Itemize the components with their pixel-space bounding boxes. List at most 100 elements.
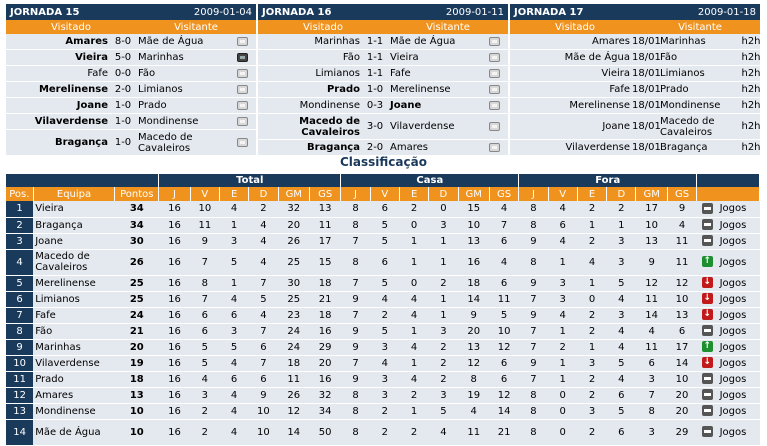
jogos-link[interactable]: Jogos	[717, 403, 760, 420]
jogos-link[interactable]: Jogos	[717, 307, 760, 324]
h2h-link[interactable]: h2h	[741, 52, 761, 63]
jogos-link[interactable]: Jogos	[717, 371, 760, 388]
game-row: Mãe de Água 18/01 Fão h2h	[510, 50, 761, 66]
jogos-link[interactable]: Jogos	[717, 387, 760, 404]
casa-stat-cell: 9	[340, 371, 371, 388]
fora-stat-cell: 7	[518, 339, 549, 356]
jogos-link[interactable]: Jogos	[717, 233, 760, 250]
h2h-link[interactable]: h2h	[741, 68, 761, 79]
game-row: Limianos 1-1 Fafe	[258, 66, 508, 82]
total-stat-cell: 2	[190, 419, 220, 446]
tv-off-icon[interactable]	[232, 69, 252, 78]
total-stat-cell: 32	[309, 387, 341, 404]
fora-stat-cell: 4	[548, 307, 578, 324]
h2h-link[interactable]: h2h	[741, 142, 761, 153]
position-cell: 14	[6, 419, 34, 446]
total-stat-cell: 16	[158, 249, 191, 276]
jogos-link[interactable]: Jogos	[717, 355, 760, 372]
tv-off-icon[interactable]	[484, 53, 504, 62]
tv-off-icon[interactable]	[484, 101, 504, 110]
team-name[interactable]: Macedo de Cavaleiros	[33, 249, 115, 276]
h2h-link[interactable]: h2h	[741, 36, 761, 47]
jogos-link[interactable]: Jogos	[717, 217, 760, 234]
team-name[interactable]: Merelinense	[33, 275, 115, 292]
tv-off-icon[interactable]	[232, 37, 252, 46]
total-stat-cell: 18	[309, 307, 341, 324]
home-team: Joane	[602, 121, 630, 132]
total-stat-cell: 21	[309, 291, 341, 308]
team-name[interactable]: Vieira	[33, 201, 115, 218]
arrow-up-icon: ↑	[701, 256, 713, 268]
jogos-link[interactable]: Jogos	[717, 249, 760, 276]
casa-stat-cell: 5	[428, 403, 459, 420]
fora-stat-cell: 8	[518, 249, 549, 276]
fora-stat-cell: 8	[518, 419, 549, 446]
tv-off-icon[interactable]	[232, 138, 252, 147]
position-cell: 1	[6, 201, 34, 218]
casa-stat-cell: 1	[399, 249, 429, 276]
away-team: Prado	[660, 84, 689, 95]
table-row: 2 Bragança 34 16 11 1 4 20 11 8 5 0 3 10 7 8 6 1 1 10 4 Jogos	[6, 217, 760, 234]
game-row: Merelinense 2-0 Limianos	[6, 82, 256, 98]
team-name[interactable]: Marinhas	[33, 339, 115, 356]
casa-stat-cell: 0	[399, 217, 429, 234]
trend-cell: ↑	[696, 339, 718, 356]
fora-stat-cell: 4	[606, 323, 636, 340]
home-team: Macedo de Cavaleiros	[299, 115, 360, 138]
tv-off-icon[interactable]	[484, 122, 504, 131]
group-casa: Casa	[340, 174, 520, 187]
jornada-games: Marinhas 1-1 Mãe de Água Fão 1-1 Vieira Limian…	[258, 34, 508, 156]
total-stat-cell: 5	[190, 355, 220, 372]
team-name[interactable]: Amares	[33, 387, 115, 404]
points-cell: 10	[114, 403, 159, 420]
jogos-link[interactable]: Jogos	[717, 419, 760, 446]
team-name[interactable]: Fafe	[33, 307, 115, 324]
team-name[interactable]: Joane	[33, 233, 115, 250]
jogos-link[interactable]: Jogos	[717, 339, 760, 356]
team-name[interactable]: Mãe de Água	[33, 419, 115, 446]
fora-stat-cell: 0	[548, 387, 578, 404]
casa-stat-cell: 8	[340, 249, 371, 276]
game-row: Vilaverdense 18/01 Bragança h2h	[510, 140, 761, 156]
tv-off-icon[interactable]	[232, 117, 252, 126]
tv-off-icon[interactable]	[484, 143, 504, 152]
casa-stat-cell: 19	[458, 387, 490, 404]
table-row: 9 Marinhas 20 16 5 5 6 24 29 9 3 4 2 13 12 7 2 1 4 11 17 ↑ Jog…	[6, 339, 760, 356]
total-stat-cell: 2	[190, 403, 220, 420]
tv-off-icon[interactable]	[484, 69, 504, 78]
tv-off-icon[interactable]	[484, 85, 504, 94]
fora-stat-cell: 14	[635, 307, 668, 324]
total-stat-cell: 9	[248, 387, 279, 404]
casa-stat-cell: 3	[370, 339, 400, 356]
h2h-link[interactable]: h2h	[741, 84, 761, 95]
fora-stat-cell: 2	[577, 387, 607, 404]
column-header-row: Pos. Equipa Pontos J V E D GM GS J V E D…	[6, 187, 760, 201]
tv-off-icon[interactable]	[232, 101, 252, 110]
home-team: Amares	[592, 36, 630, 47]
game-row: Joane 18/01 Macedo de Cavaleiros h2h	[510, 114, 761, 140]
team-name[interactable]: Limianos	[33, 291, 115, 308]
casa-stat-cell: 11	[458, 419, 490, 446]
casa-stat-cell: 6	[489, 275, 519, 292]
h2h-link[interactable]: h2h	[741, 121, 761, 132]
tv-on-icon[interactable]	[232, 53, 252, 62]
team-name[interactable]: Fão	[33, 323, 115, 340]
jogos-link[interactable]: Jogos	[717, 201, 760, 218]
fora-stat-cell: 1	[606, 217, 636, 234]
team-name[interactable]: Prado	[33, 371, 115, 388]
team-name[interactable]: Vilaverdense	[33, 355, 115, 372]
jogos-link[interactable]: Jogos	[717, 291, 760, 308]
team-name[interactable]: Bragança	[33, 217, 115, 234]
home-team: Mãe de Água	[564, 52, 630, 63]
h2h-link[interactable]: h2h	[741, 100, 761, 111]
total-stat-cell: 16	[158, 339, 191, 356]
team-name[interactable]: Mondinense	[33, 403, 115, 420]
total-stat-cell: 4	[219, 355, 249, 372]
fora-stat-cell: 9	[518, 233, 549, 250]
fora-stat-cell: 3	[606, 307, 636, 324]
jogos-link[interactable]: Jogos	[717, 323, 760, 340]
jogos-link[interactable]: Jogos	[717, 275, 760, 292]
tv-off-icon[interactable]	[232, 85, 252, 94]
game-result: 1-0	[114, 137, 132, 148]
tv-off-icon[interactable]	[484, 37, 504, 46]
